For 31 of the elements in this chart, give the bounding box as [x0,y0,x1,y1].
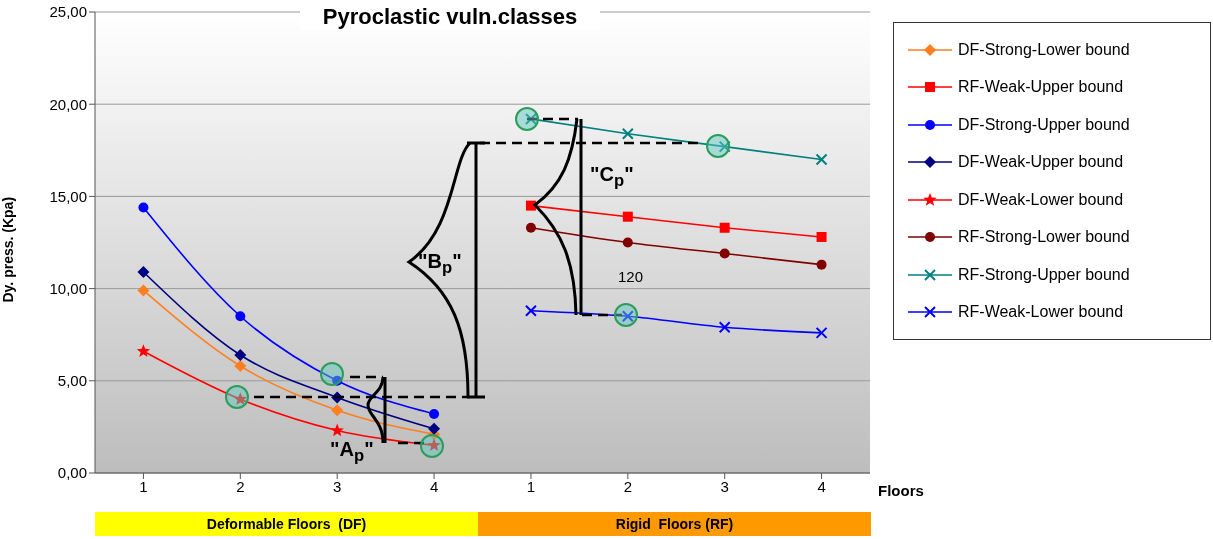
x-tick-label: 4 [429,477,439,495]
legend-label: DF-Strong-Lower bound [958,40,1130,59]
x-tick-label: 3 [333,477,342,495]
y-tick-label: 25,00 [49,3,87,21]
y-tick-label: 5,00 [57,372,87,390]
legend-label: RF-Weak-Upper bound [958,78,1124,97]
legend-label: RF-Weak-Lower bound [958,303,1124,322]
x-axis-title: Floors [878,482,924,499]
y-tick-label: 20,00 [49,95,87,113]
chart-title: Pyroclastic vuln.classes [300,4,600,30]
annotation: "A$_{p}$" [330,438,374,466]
annotation: "B$_{p}$" [418,250,462,278]
annotation: 120 [618,268,644,285]
annotation: "C$_{p}$" [590,163,634,191]
y-tick-label: 15,00 [49,187,87,205]
x-tick-label: 3 [720,477,729,495]
legend-label: DF-Strong-Upper bound [958,115,1130,134]
legend-label: RF-Strong-Lower bound [958,228,1130,247]
text: Deformable Floors (DF) [95,512,478,536]
x-tick-label: 2 [623,477,632,495]
y-axis-title: Dy. press. (Kpa) [0,196,16,303]
text: Rigid Floors (RF) [478,512,871,536]
x-tick-label: 4 [817,477,826,495]
y-tick-label: 0,00 [57,464,87,482]
legend-label: DF-Weak-Upper bound [958,153,1124,172]
x-tick-label: 1 [526,477,536,495]
legend-label: RF-Strong-Upper bound [958,265,1130,284]
x-tick-label: 1 [139,477,148,495]
x-tick-label: 2 [236,477,245,495]
legend-label: DF-Weak-Lower bound [958,190,1124,209]
y-tick-label: 10,00 [49,279,87,297]
